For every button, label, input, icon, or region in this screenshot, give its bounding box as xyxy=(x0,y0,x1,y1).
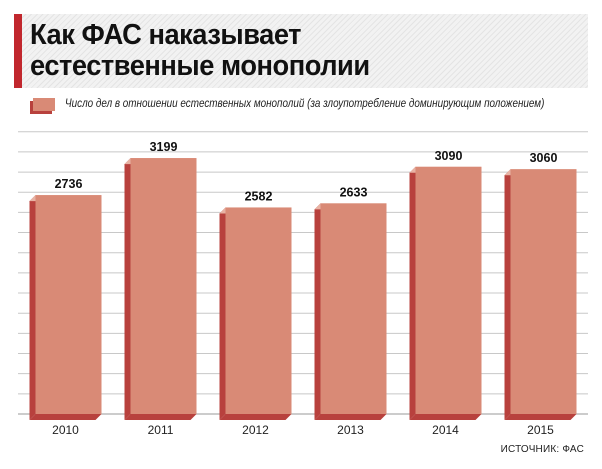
bar-side-2011 xyxy=(124,158,131,420)
bar-side-2013 xyxy=(314,203,321,420)
bar-front-2014 xyxy=(415,166,482,414)
bar-2011 xyxy=(124,158,197,420)
data-label-2013: 2633 xyxy=(340,185,368,199)
legend-swatch xyxy=(33,97,55,111)
bar-2015 xyxy=(504,169,577,420)
data-label-2010: 2736 xyxy=(55,177,83,191)
bar-2013 xyxy=(314,203,387,420)
x-tick-label-2014: 2014 xyxy=(432,423,459,437)
data-label-2012: 2582 xyxy=(245,189,273,203)
bar-bottom-2014 xyxy=(409,414,482,420)
bar-2012 xyxy=(219,207,292,420)
x-tick-label-2010: 2010 xyxy=(52,423,79,437)
chart-title-line-2: естественные монополии xyxy=(30,50,370,82)
chart-title: Как ФАС наказывает естественные монополи… xyxy=(30,20,370,82)
data-label-2011: 3199 xyxy=(150,140,178,154)
legend-label: Число дел в отношении естественных моноп… xyxy=(65,98,545,110)
bar-front-2011 xyxy=(130,158,197,414)
data-label-2014: 3090 xyxy=(435,149,463,163)
x-tick-label-2015: 2015 xyxy=(527,423,554,437)
bar-bottom-2011 xyxy=(124,414,197,420)
bar-bottom-2015 xyxy=(504,414,577,420)
bar-bottom-2013 xyxy=(314,414,387,420)
bar-bottom-2012 xyxy=(219,414,292,420)
bar-2010 xyxy=(29,195,102,420)
bar-side-2014 xyxy=(409,166,416,420)
title-accent-bar xyxy=(14,14,22,88)
legend: Число дел в отношении естественных моноп… xyxy=(30,95,602,113)
bar-front-2010 xyxy=(35,195,102,414)
bar-front-2015 xyxy=(510,169,577,414)
bar-side-2015 xyxy=(504,169,511,420)
x-tick-label-2012: 2012 xyxy=(242,423,269,437)
bar-side-2012 xyxy=(219,207,226,420)
bar-side-2010 xyxy=(29,195,36,420)
bar-front-2013 xyxy=(320,203,387,414)
x-tick-label-2011: 2011 xyxy=(148,423,174,437)
bar-2014 xyxy=(409,166,482,420)
title-background xyxy=(14,14,588,88)
gridlines xyxy=(18,131,588,395)
data-label-2015: 3060 xyxy=(530,151,558,165)
chart-title-line-1: Как ФАС наказывает xyxy=(30,19,302,51)
x-tick-label-2013: 2013 xyxy=(337,423,364,437)
bar-bottom-2010 xyxy=(29,414,102,420)
bar-front-2012 xyxy=(225,207,292,414)
source-note: ИСТОЧНИК: ФАС xyxy=(500,444,584,455)
